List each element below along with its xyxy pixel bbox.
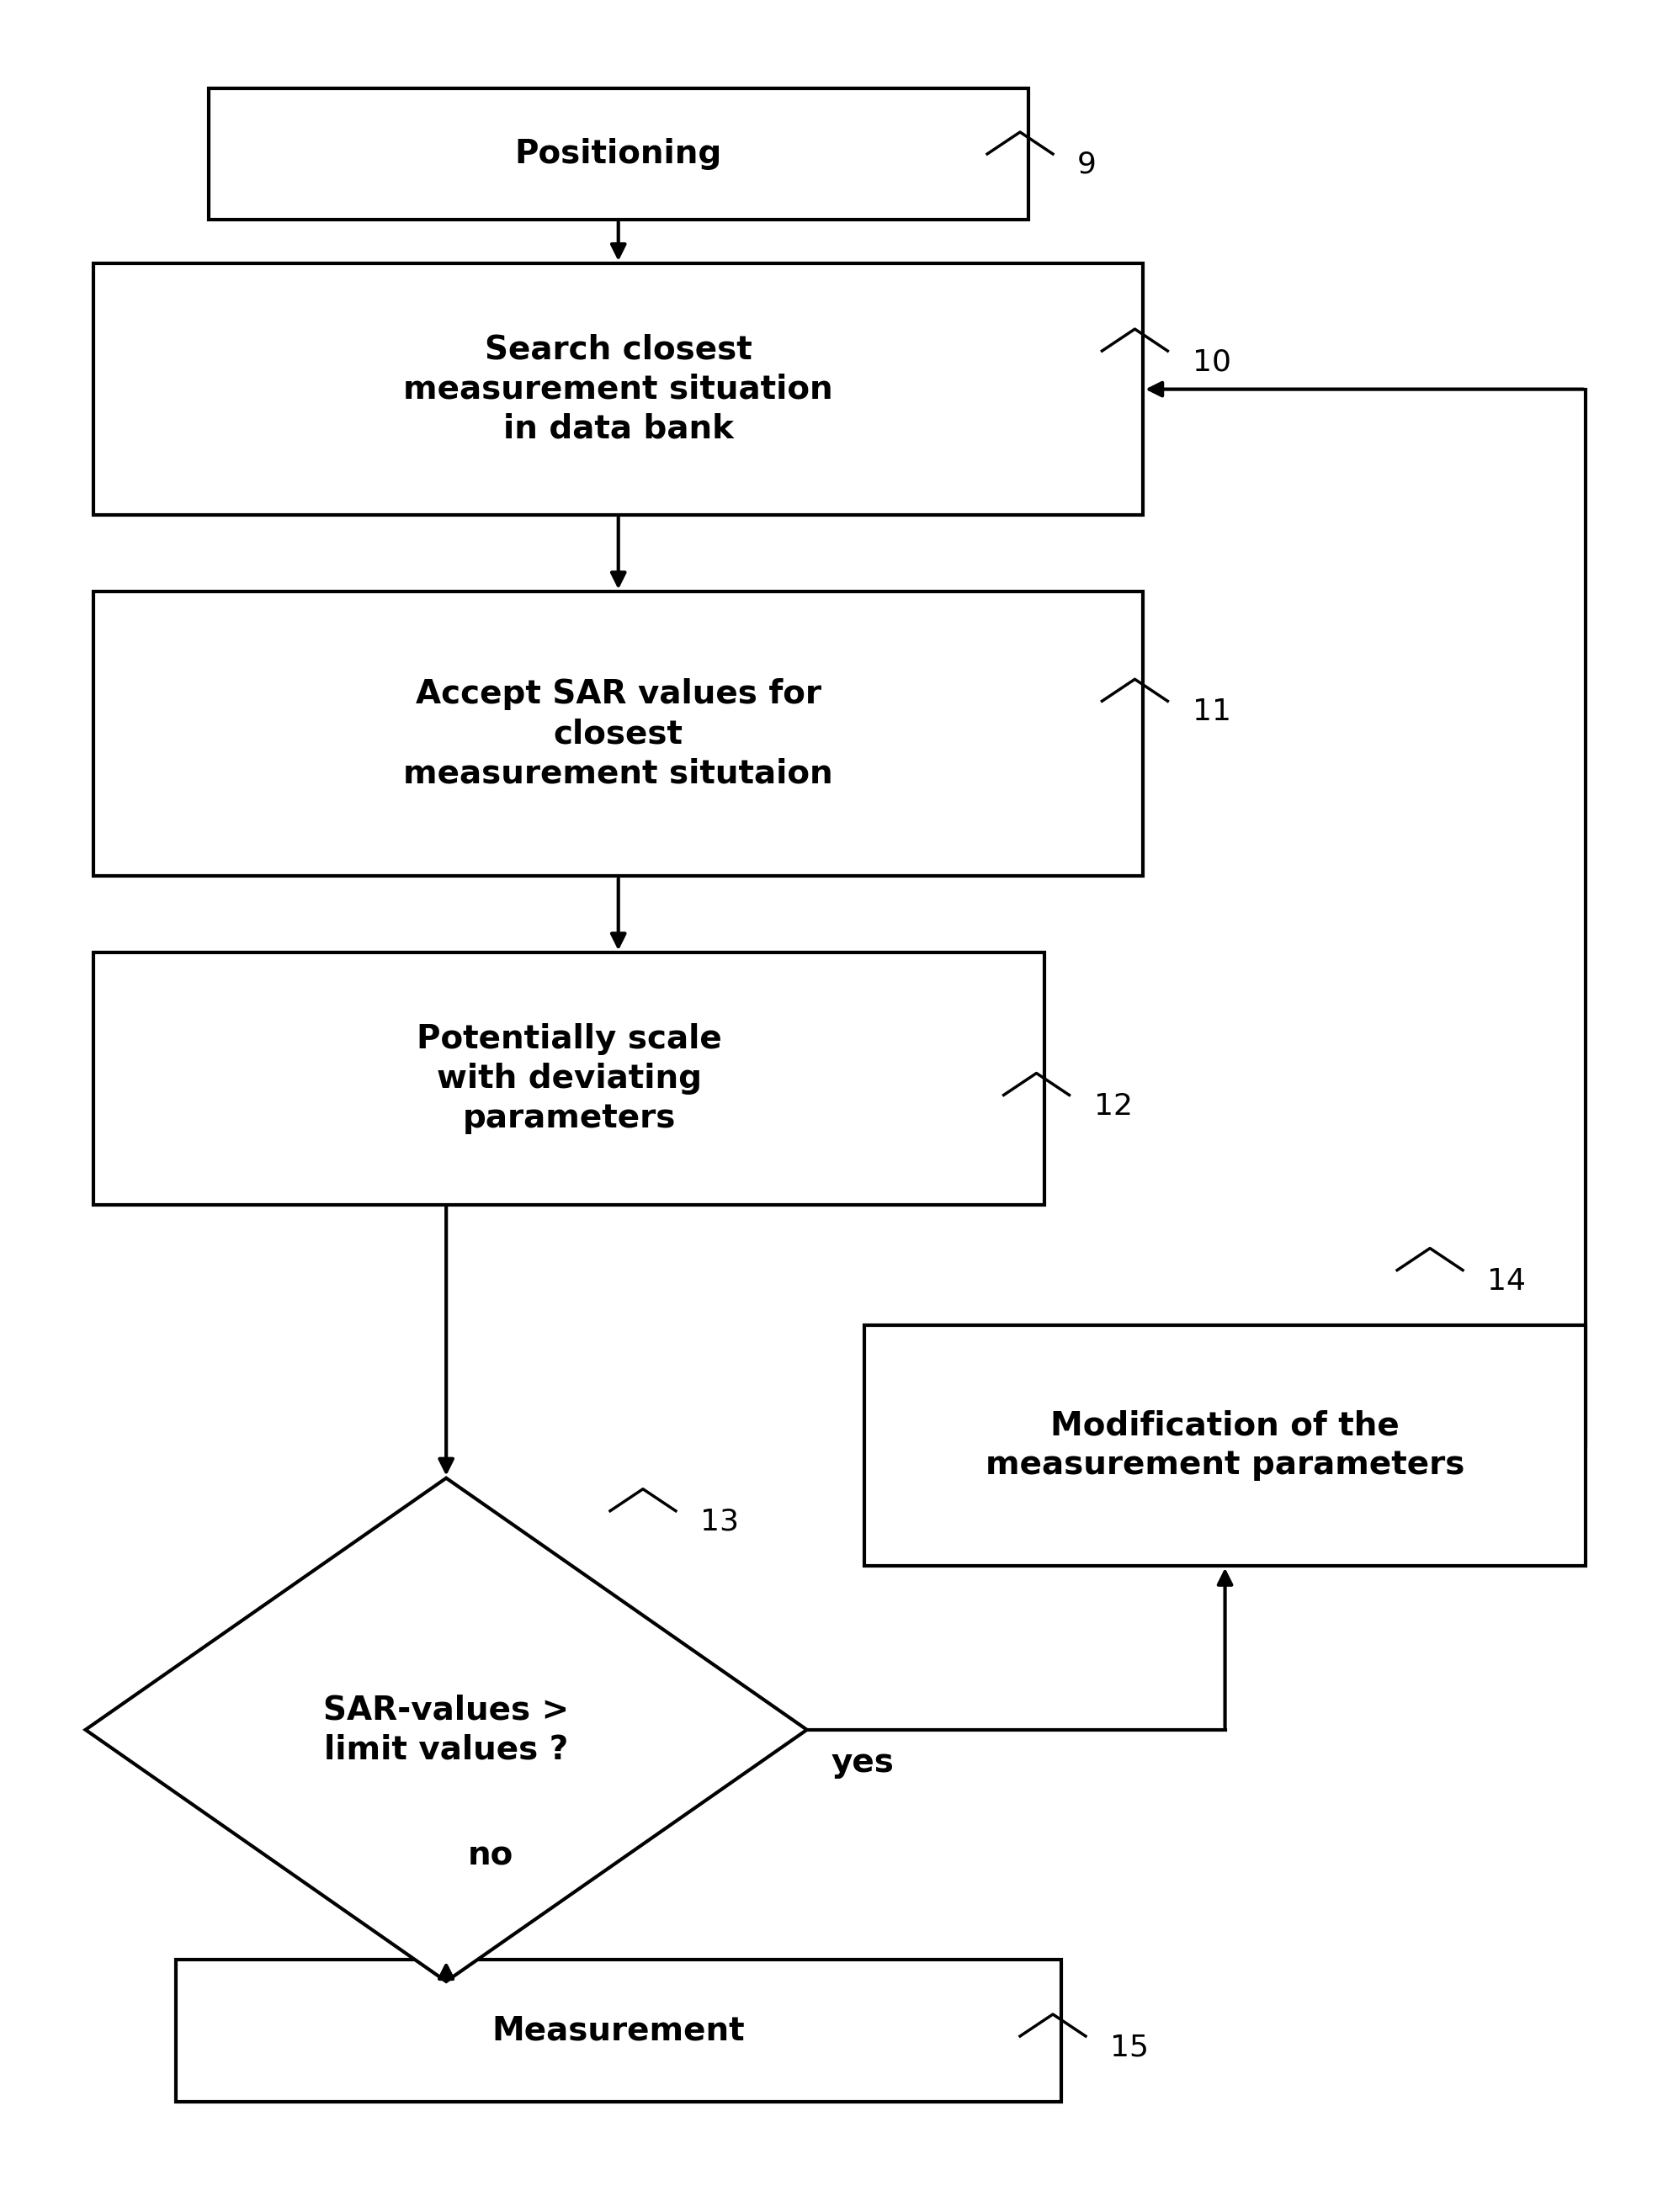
Bar	[93, 953, 1044, 1206]
Text: SAR-values >
limit values ?: SAR-values > limit values ?	[323, 1694, 569, 1765]
Text: Potentially scale
with deviating
parameters: Potentially scale with deviating paramet…	[416, 1024, 722, 1135]
Text: 14: 14	[1487, 1267, 1527, 1296]
Text: 10: 10	[1192, 347, 1231, 376]
Text: 11: 11	[1192, 697, 1231, 726]
Text: 12: 12	[1094, 1093, 1133, 1119]
Text: 13: 13	[700, 1509, 738, 1535]
Text: 15: 15	[1111, 2033, 1149, 2062]
Text: 9: 9	[1078, 150, 1096, 179]
Text: Accept SAR values for
closest
measurement situtaion: Accept SAR values for closest measuremen…	[404, 679, 833, 790]
Text: Search closest
measurement situation
in data bank: Search closest measurement situation in …	[404, 334, 833, 445]
Text: Modification of the
measurement parameters: Modification of the measurement paramete…	[986, 1409, 1465, 1482]
Text: no: no	[467, 1840, 514, 1871]
Bar	[208, 88, 1028, 219]
Text: Positioning: Positioning	[516, 137, 722, 170]
Bar	[93, 591, 1142, 876]
Bar	[865, 1325, 1587, 1566]
Bar	[176, 1960, 1061, 2101]
Text: yes: yes	[832, 1747, 895, 1778]
Polygon shape	[85, 1478, 807, 1982]
Bar	[93, 263, 1142, 515]
Text: Measurement: Measurement	[492, 2015, 745, 2046]
